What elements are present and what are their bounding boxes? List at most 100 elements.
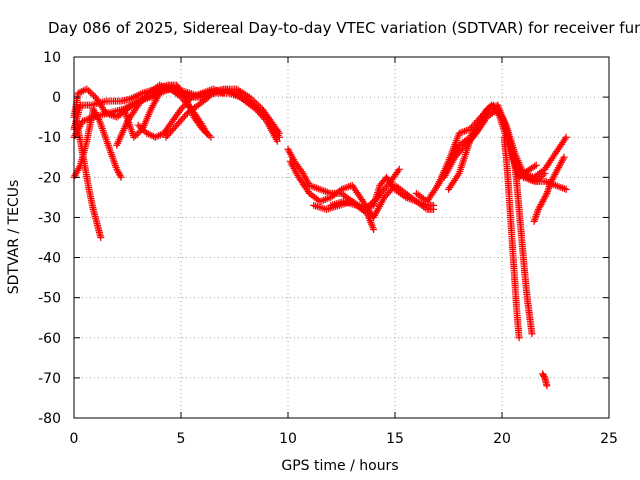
data-point: [454, 150, 462, 158]
data-point: [76, 88, 84, 96]
data-point: [395, 165, 403, 173]
data-point: [177, 105, 185, 113]
data-point: [182, 100, 190, 108]
data-point: [394, 167, 402, 175]
data-point: [489, 104, 497, 112]
data-point: [136, 123, 144, 131]
data-point: [148, 132, 156, 140]
data-point: [85, 87, 93, 95]
data-point: [95, 115, 103, 123]
data-point: [456, 148, 464, 156]
data-point: [151, 133, 159, 141]
data-point: [562, 185, 570, 193]
data-point: [81, 86, 89, 94]
data-point: [534, 207, 542, 215]
data-point: [176, 118, 184, 126]
data-point: [138, 124, 146, 132]
data-point: [117, 173, 125, 181]
data-point: [546, 181, 554, 189]
y-tick-label: -30: [38, 210, 61, 226]
data-point: [173, 121, 181, 129]
chart-title: Day 086 of 2025, Sidereal Day-to-day VTE…: [48, 19, 640, 37]
data-point: [197, 123, 205, 131]
x-tick-label: 20: [493, 431, 511, 447]
data-point: [179, 114, 187, 122]
axis-ticks: [73, 56, 610, 419]
data-point: [533, 209, 541, 217]
data-point: [179, 103, 187, 111]
x-tick-label: 25: [600, 431, 618, 447]
data-point: [540, 373, 548, 381]
data-point: [515, 334, 523, 342]
data-point: [144, 130, 152, 138]
data-point: [430, 205, 438, 213]
data-point: [139, 96, 147, 104]
data-point: [202, 128, 210, 136]
data-point: [86, 88, 94, 96]
y-tick-label: -10: [38, 130, 61, 146]
y-tick-label: -50: [38, 291, 61, 307]
grid-lines: [74, 57, 609, 418]
data-point: [139, 126, 147, 134]
data-point: [174, 119, 182, 127]
data-point: [205, 93, 213, 101]
series-trace-t: [530, 153, 568, 225]
data-point: [380, 193, 388, 201]
data-point: [114, 167, 122, 175]
data-point: [545, 184, 553, 192]
data-point: [531, 162, 539, 170]
data-point: [97, 234, 105, 241]
data-point: [156, 89, 164, 97]
x-tick-label: 15: [386, 431, 404, 447]
y-tick-label: 10: [43, 50, 61, 66]
y-tick-label: -70: [38, 371, 61, 387]
data-point: [534, 205, 542, 213]
data-point: [273, 137, 281, 145]
data-point: [74, 89, 82, 97]
data-point: [547, 179, 555, 187]
data-point: [205, 132, 213, 140]
data-point: [180, 102, 188, 110]
data-point: [183, 98, 191, 106]
series-trace-r: [500, 133, 523, 342]
data-point: [543, 382, 551, 390]
data-point: [560, 153, 568, 161]
data-point: [180, 113, 188, 121]
data-point: [542, 191, 550, 199]
data-point: [207, 133, 215, 141]
data-point: [156, 131, 164, 139]
data-point: [530, 217, 538, 225]
data-point: [155, 132, 163, 140]
data-point: [132, 132, 140, 140]
data-point: [385, 188, 393, 196]
data-point: [544, 186, 552, 194]
data-point: [220, 89, 228, 97]
data-point: [162, 133, 170, 141]
data-point: [78, 87, 86, 95]
data-point: [134, 121, 142, 129]
data-point: [256, 110, 264, 118]
data-point: [161, 84, 169, 92]
series-trace-u: [539, 370, 551, 390]
data-point: [134, 101, 142, 109]
data-point: [559, 155, 567, 163]
data-point: [388, 185, 396, 193]
data-point: [115, 169, 123, 177]
data-point: [487, 104, 495, 112]
data-series: [70, 81, 570, 390]
data-point: [143, 91, 151, 99]
y-tick-label: -20: [38, 170, 61, 186]
data-point: [143, 129, 151, 137]
data-point: [544, 188, 552, 196]
data-point: [253, 107, 261, 115]
data-point: [382, 192, 390, 200]
data-point: [146, 131, 154, 139]
data-point: [451, 153, 459, 161]
series-trace-s: [511, 161, 536, 338]
y-tick-label: 0: [52, 90, 61, 106]
data-point: [204, 130, 212, 138]
data-point: [536, 202, 544, 210]
data-point: [140, 94, 148, 102]
data-point: [198, 125, 206, 133]
